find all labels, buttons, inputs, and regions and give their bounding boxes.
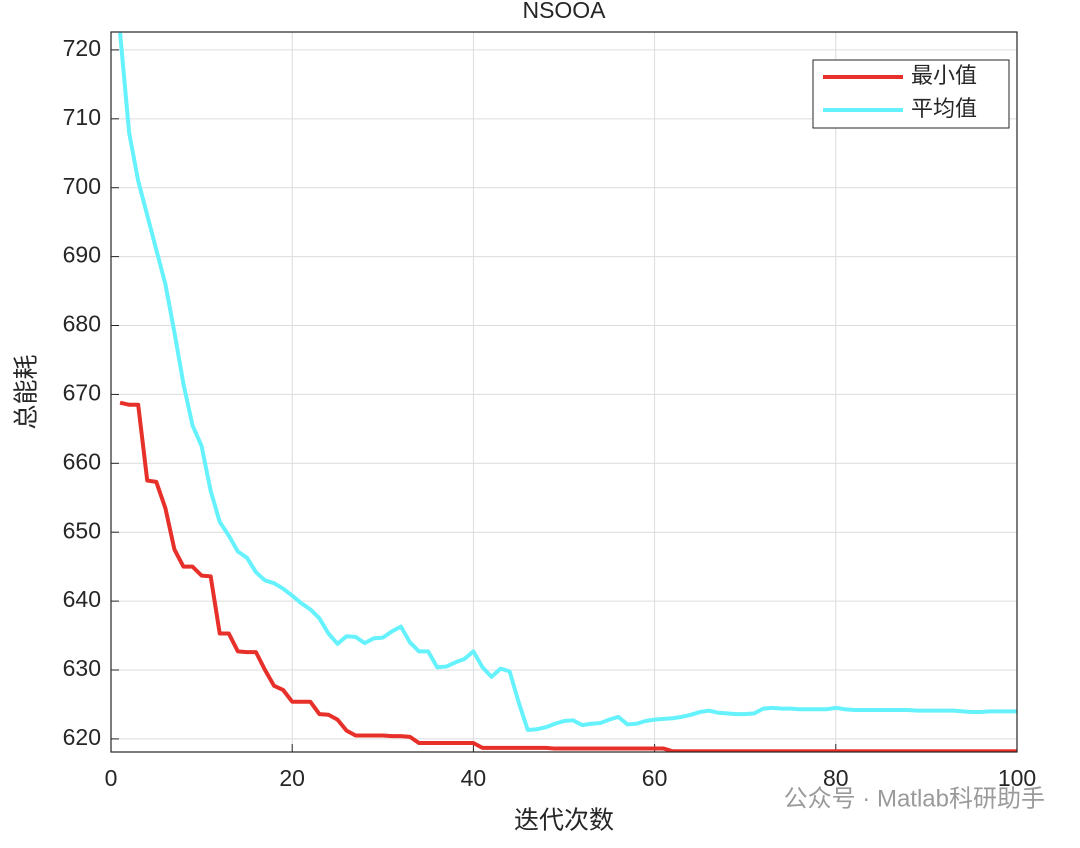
legend-label: 平均值 <box>911 97 977 122</box>
y-tick-label: 630 <box>63 655 101 681</box>
x-tick-label: 0 <box>105 765 118 791</box>
plot-area <box>111 32 1017 752</box>
watermark: 公众号 · Matlab科研助手 <box>784 785 1045 812</box>
chart-title: NSOOA <box>522 0 606 23</box>
axes-frame <box>110 31 1018 753</box>
y-tick-label: 670 <box>63 379 101 405</box>
legend-label: 最小值 <box>911 64 977 89</box>
x-tick-label: 40 <box>461 765 487 791</box>
y-tick-label: 620 <box>63 724 101 750</box>
x-axis-label: 迭代次数 <box>514 806 614 835</box>
x-tick-label: 60 <box>642 765 668 791</box>
y-tick-label: 650 <box>63 517 101 543</box>
x-tick-label: 80 <box>823 765 849 791</box>
y-tick-label: 720 <box>63 35 101 61</box>
y-axis-label: 总能耗 <box>12 354 41 429</box>
legend-box <box>812 59 1010 129</box>
y-tick-label: 640 <box>63 586 101 612</box>
y-tick-label: 710 <box>63 104 101 130</box>
y-tick-label: 700 <box>63 173 101 199</box>
series-line <box>119 400 1017 752</box>
y-tick-label: 690 <box>63 242 101 268</box>
y-tick-label: 680 <box>63 311 101 337</box>
y-tick-label: 660 <box>63 448 101 474</box>
x-tick-label: 100 <box>998 765 1036 791</box>
x-tick-label: 20 <box>279 765 305 791</box>
series-line <box>118 32 1017 732</box>
